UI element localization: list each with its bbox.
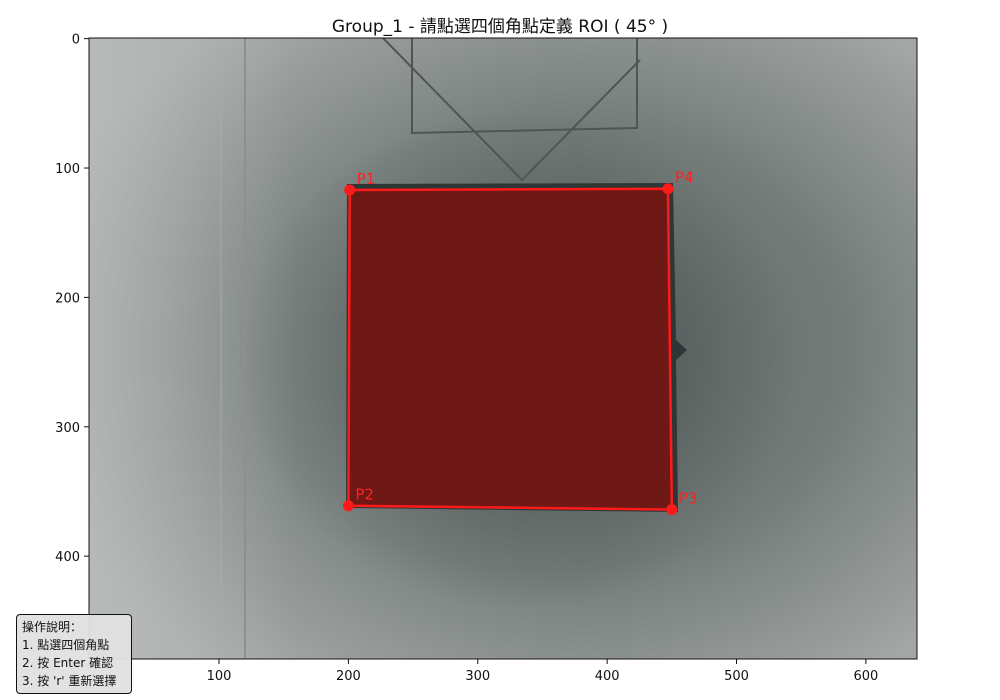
instruction-step-2: 2. 按 Enter 確認: [22, 656, 114, 670]
corner-label-p2: P2: [355, 486, 374, 504]
instruction-step-1: 1. 點選四個角點: [22, 638, 110, 652]
x-tick-label: 200: [336, 669, 361, 684]
corner-point-p1[interactable]: [344, 184, 356, 196]
x-tick-label: 100: [207, 669, 232, 684]
corner-label-p3: P3: [679, 490, 698, 508]
instructions-title: 操作說明：: [22, 620, 83, 634]
corner-point-p3[interactable]: [666, 504, 678, 516]
corner-point-p2[interactable]: [342, 500, 354, 512]
y-tick-label: 100: [55, 162, 80, 177]
y-tick-label: 300: [55, 421, 80, 436]
roi-polygon-layer: P1 P2 P3 P4: [342, 169, 698, 516]
axis-ticks: 100 200 300 400 500 600 0 100 200 300 400: [55, 33, 878, 684]
instructions-box: 操作說明： 1. 點選四個角點 2. 按 Enter 確認 3. 按 'r' 重…: [16, 614, 132, 694]
corner-label-p1: P1: [357, 170, 376, 188]
y-tick-label: 200: [55, 291, 80, 306]
axes-frame: [88, 37, 918, 660]
figure-title: Group_1 - 請點選四個角點定義 ROI ( 45° ): [331, 17, 669, 37]
corner-point-p4[interactable]: [662, 183, 674, 195]
x-tick-label: 300: [465, 669, 490, 684]
y-tick-label: 400: [55, 550, 80, 565]
x-tick-label: 500: [724, 669, 749, 684]
x-tick-label: 600: [853, 669, 878, 684]
roi-polygon: [347, 187, 674, 511]
x-tick-label: 400: [595, 669, 620, 684]
instruction-step-3: 3. 按 'r' 重新選擇: [22, 674, 117, 688]
y-tick-label: 0: [72, 33, 80, 48]
corner-label-p4: P4: [675, 169, 694, 187]
